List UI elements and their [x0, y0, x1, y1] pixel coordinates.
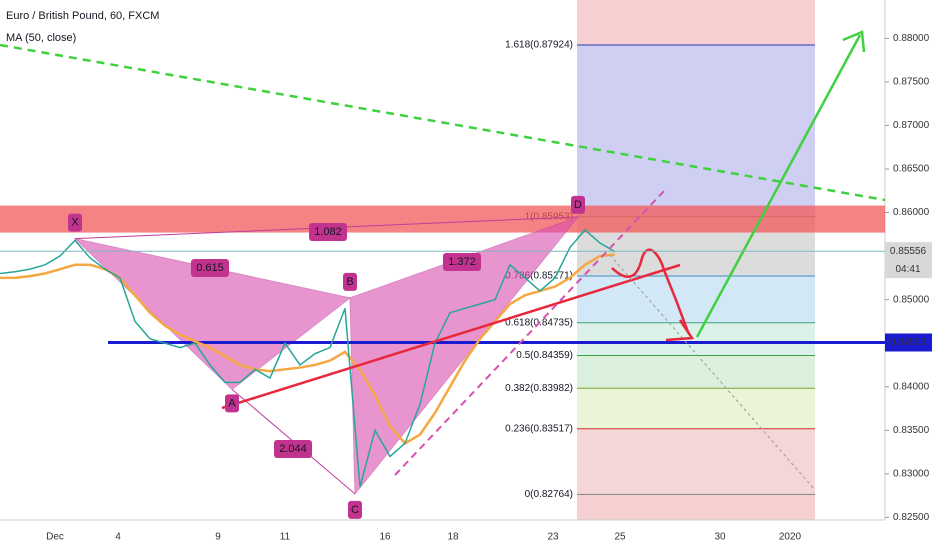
x-tick-label: 25 [614, 532, 626, 543]
x-tick-label: 23 [547, 532, 559, 543]
y-tick-label: 0.83000 [893, 468, 930, 479]
ma-line [0, 253, 616, 445]
y-tick-label: 0.86000 [893, 207, 930, 218]
fib-bottom [577, 494, 815, 520]
x-tick-label: 11 [280, 532, 291, 543]
y-tick-label: 0.83500 [893, 425, 930, 436]
pattern-point-label-box [225, 394, 239, 413]
x-tick-label: 30 [714, 532, 726, 543]
pattern-point-label-box [348, 500, 362, 519]
fib-top [577, 0, 815, 45]
fib-label: 0(0.82764) [525, 489, 573, 500]
background-layer [577, 0, 815, 520]
support-label: 0.84508 [890, 337, 927, 348]
pattern-point-label: X [71, 217, 79, 229]
y-tick-label: 0.84000 [893, 381, 930, 392]
price-line [0, 228, 616, 488]
fib-label: 0.786(0.85271) [505, 271, 573, 282]
ma-legend: MA (50, close) [6, 32, 76, 44]
fib-label: 1.618(0.87924) [505, 40, 573, 51]
pattern-point-label-box [343, 272, 357, 291]
ratio-label-box [309, 223, 347, 241]
resistance-zone [0, 205, 885, 233]
pattern-point-label-box [68, 213, 82, 232]
rising-line [221, 263, 681, 410]
pattern-point-label: A [228, 397, 236, 409]
ratio-label-box [191, 259, 229, 277]
fib-label: 0.5(0.84359) [516, 350, 573, 361]
y-tick-label: 0.86500 [893, 164, 930, 175]
countdown-label: 04:41 [895, 264, 920, 275]
y-tick-label: 0.87500 [893, 77, 930, 88]
ratio-label: 1.082 [314, 226, 342, 238]
y-tick-label: 0.87000 [893, 120, 930, 131]
y-tick-label: 0.82500 [893, 512, 930, 523]
red-path [611, 248, 690, 333]
fib-band [577, 388, 815, 429]
current-price-tag [885, 242, 932, 279]
x-tick-label: 16 [379, 532, 391, 543]
fib-band [577, 276, 815, 323]
fib-band [577, 428, 815, 495]
support-tag [885, 333, 932, 352]
ratio-label: 0.615 [196, 262, 224, 274]
y-tick-label: 0.88000 [893, 33, 930, 44]
fib-label: 0.382(0.83982) [505, 383, 573, 394]
projection [609, 254, 816, 491]
pattern-point-label: D [574, 199, 582, 211]
fib-band [577, 355, 815, 389]
chart-title: Euro / British Pound, 60, FXCM [6, 10, 159, 22]
green-arrow-head [842, 30, 866, 53]
green-arrow [695, 34, 862, 338]
fib-band [577, 44, 815, 217]
red-arrow-head [665, 319, 695, 342]
x-tick-label: 18 [447, 532, 459, 543]
fib-label: 0.236(0.83517) [505, 423, 573, 434]
channel-line [394, 189, 666, 476]
x-tick-label: 4 [115, 532, 121, 543]
ratio-label: 1.372 [448, 256, 476, 268]
ratio-label-box [274, 440, 312, 458]
ratio-label-box [443, 253, 481, 271]
current-price-label: 0.85556 [890, 246, 927, 257]
ratio-label: 2.044 [279, 443, 307, 455]
trend-line [0, 43, 886, 202]
pattern-point-label: B [346, 276, 353, 288]
y-tick-label: 0.85000 [893, 294, 930, 305]
fib-band [577, 322, 815, 356]
x-tick-label: Dec [46, 532, 64, 543]
pattern-point-label-box [571, 195, 585, 214]
pattern-point-label: C [351, 504, 359, 516]
x-tick-label: 9 [215, 532, 221, 543]
x-tick-label: 2020 [779, 532, 802, 543]
